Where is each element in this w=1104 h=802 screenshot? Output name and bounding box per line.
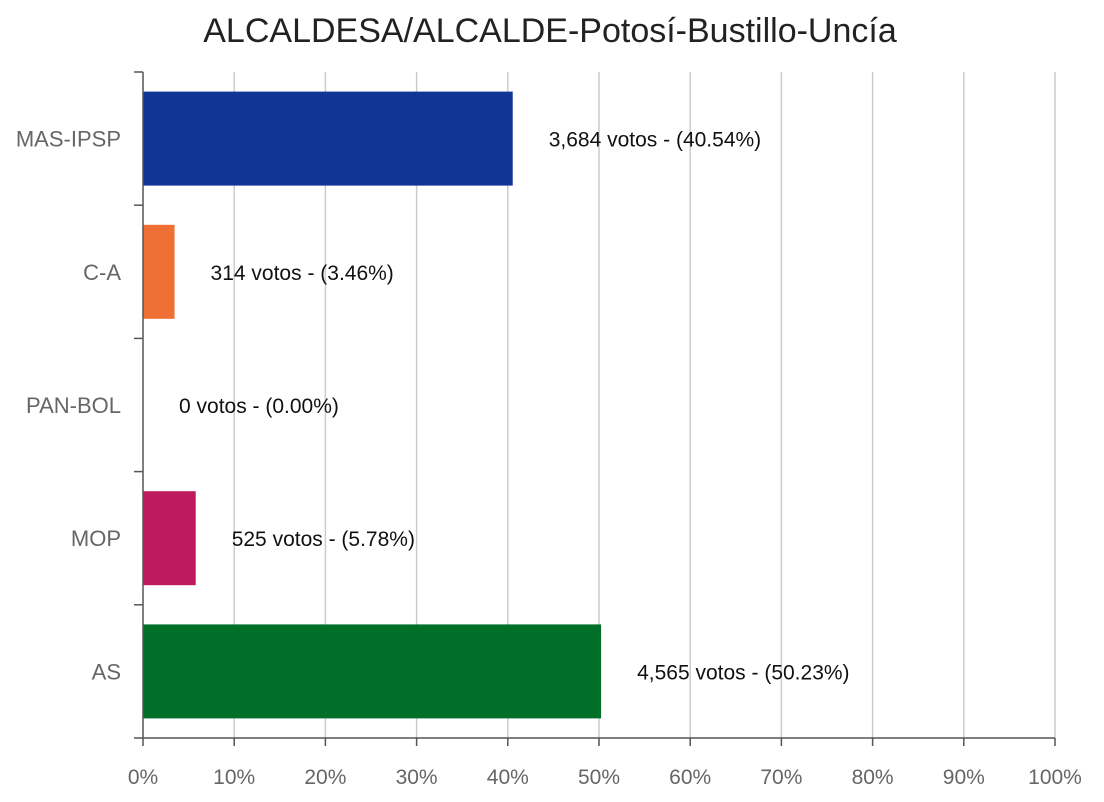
data-label: 3,684 votos - (40.54%) xyxy=(549,129,761,152)
x-tick-label: 100% xyxy=(1028,766,1082,789)
label-layer: 0% 10% 20% 30% 40% 50% 60% 70% 80% 90% 100% MAS-IPS… xyxy=(16,127,1082,789)
bar-mas-ipsp xyxy=(143,91,513,186)
x-tick-label: 10% xyxy=(213,766,255,789)
x-tick-label: 60% xyxy=(669,766,711,789)
data-label: 0 votos - (0.00%) xyxy=(179,395,339,418)
bar-mop xyxy=(143,491,196,586)
data-label: 314 votos - (3.46%) xyxy=(211,262,394,285)
data-label: 4,565 votos - (50.23%) xyxy=(637,661,849,684)
axis-layer xyxy=(134,71,1056,746)
category-label: C-A xyxy=(83,260,121,285)
category-label: MOP xyxy=(71,526,121,551)
x-tick-label: 40% xyxy=(487,766,529,789)
category-label: PAN-BOL xyxy=(26,393,121,418)
x-tick-label: 0% xyxy=(128,766,158,789)
x-tick-label: 20% xyxy=(304,766,346,789)
bar-c-a xyxy=(143,224,175,319)
bar-as xyxy=(143,624,602,719)
x-tick-label: 80% xyxy=(852,766,894,789)
category-label: MAS-IPSP xyxy=(16,127,121,152)
x-tick-label: 30% xyxy=(396,766,438,789)
x-tick-label: 50% xyxy=(578,766,620,789)
x-tick-label: 70% xyxy=(760,766,802,789)
category-label: AS xyxy=(92,659,121,684)
chart-title: ALCALDESA/ALCALDE-Potosí-Bustillo-Uncía xyxy=(203,12,897,50)
bar-layer xyxy=(143,91,602,719)
x-tick-label: 90% xyxy=(943,766,985,789)
data-label: 525 votos - (5.78%) xyxy=(232,528,415,551)
